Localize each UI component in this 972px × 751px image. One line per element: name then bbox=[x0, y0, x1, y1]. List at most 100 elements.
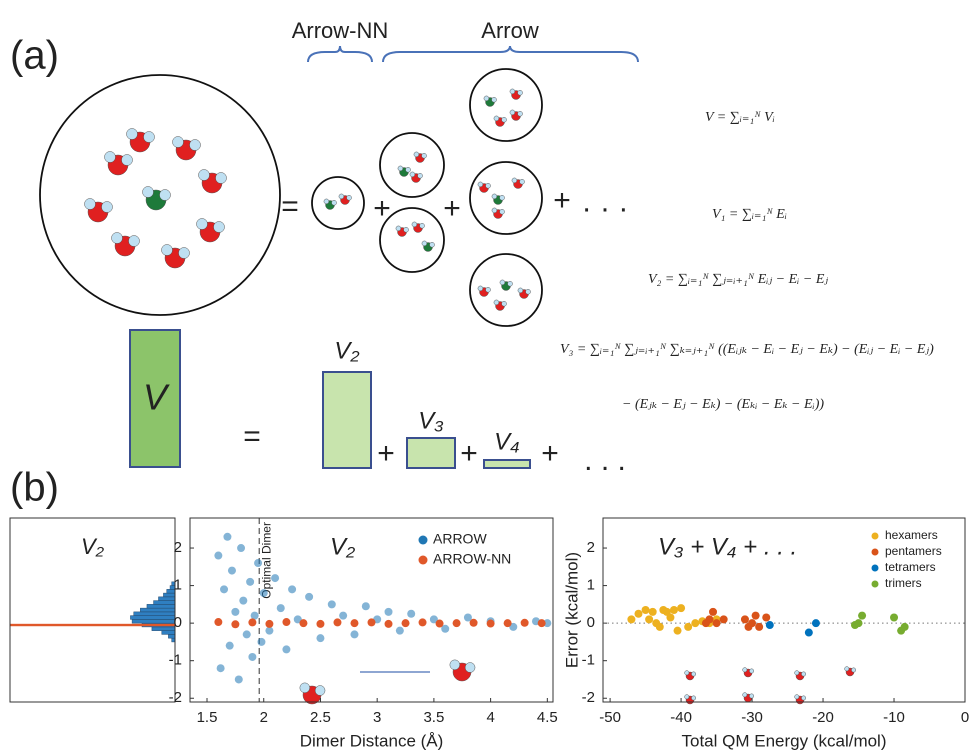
panel-label: (a) bbox=[10, 34, 59, 78]
atom-hydrogen bbox=[801, 695, 807, 701]
bracket bbox=[382, 45, 639, 63]
data-point bbox=[259, 589, 268, 598]
data-point bbox=[250, 611, 259, 620]
x-tick-label: -20 bbox=[812, 709, 834, 726]
data-point bbox=[367, 618, 376, 627]
data-point bbox=[486, 619, 495, 628]
data-point bbox=[288, 585, 297, 594]
x-tick-label: 3 bbox=[373, 709, 381, 726]
atom-hydrogen bbox=[323, 198, 330, 205]
atom-hydrogen bbox=[417, 173, 423, 179]
atom-hydrogen bbox=[189, 139, 201, 151]
atom-hydrogen bbox=[172, 136, 184, 148]
data-point bbox=[395, 626, 404, 635]
x-tick-label: -40 bbox=[670, 709, 692, 726]
bar-label: V bbox=[143, 377, 170, 418]
histogram-bar bbox=[151, 626, 176, 631]
atom-hydrogen bbox=[511, 177, 518, 184]
y-tick-label: -2 bbox=[169, 689, 182, 706]
atom-hydrogen bbox=[519, 179, 525, 185]
data-point bbox=[254, 559, 263, 568]
data-point bbox=[276, 604, 285, 613]
x-axis-label: Dimer Distance (Å) bbox=[300, 731, 444, 750]
equation: V₁ = ∑ᵢ₌₁ᴺ Eᵢ bbox=[712, 207, 787, 222]
data-point bbox=[265, 619, 274, 628]
y-tick-label: 0 bbox=[587, 614, 595, 631]
y-axis-label: Error (kcal/mol) bbox=[562, 552, 581, 668]
cluster-circle bbox=[469, 253, 543, 327]
operator: = bbox=[281, 190, 299, 223]
atom-hydrogen bbox=[411, 221, 418, 228]
atom-hydrogen bbox=[215, 172, 227, 184]
plot-frame bbox=[9, 517, 176, 703]
atom-hydrogen bbox=[749, 693, 755, 699]
operator: · · · bbox=[582, 192, 629, 225]
atom-hydrogen bbox=[299, 682, 310, 693]
atom-hydrogen bbox=[501, 117, 507, 123]
bar-label: V₃ bbox=[418, 407, 444, 434]
atom-hydrogen bbox=[499, 195, 505, 201]
histogram-bar bbox=[140, 607, 176, 613]
x-axis-label: Total QM Energy (kcal/mol) bbox=[682, 731, 887, 750]
atom-hydrogen bbox=[161, 244, 173, 256]
atom-hydrogen bbox=[213, 221, 225, 233]
bar-label: V₂ bbox=[334, 337, 359, 364]
x-tick-label: -50 bbox=[599, 709, 621, 726]
atom-hydrogen bbox=[126, 128, 138, 140]
atom-hydrogen bbox=[101, 201, 113, 213]
bracket-label: Arrow bbox=[481, 18, 539, 43]
atom-hydrogen bbox=[413, 151, 420, 158]
atom-hydrogen bbox=[421, 240, 428, 247]
panel-label: (b) bbox=[10, 466, 59, 510]
atom-hydrogen bbox=[142, 186, 154, 198]
data-point bbox=[858, 611, 867, 620]
data-point bbox=[248, 618, 257, 627]
data-point bbox=[641, 606, 650, 614]
data-point bbox=[666, 613, 675, 622]
y-tick-label: 2 bbox=[587, 539, 595, 556]
atom-hydrogen bbox=[429, 242, 435, 248]
data-point bbox=[333, 618, 342, 627]
data-point bbox=[214, 551, 223, 560]
atom-hydrogen bbox=[449, 659, 460, 670]
y-tick-label: 1 bbox=[587, 577, 595, 594]
energy-bar bbox=[322, 371, 372, 469]
atom-hydrogen bbox=[851, 667, 857, 673]
cluster-circle bbox=[311, 176, 365, 230]
x-tick-label: 2.5 bbox=[310, 709, 331, 726]
atom-hydrogen bbox=[691, 671, 697, 677]
atom-hydrogen bbox=[477, 285, 484, 292]
legend-swatch bbox=[871, 564, 879, 572]
histogram-bar bbox=[168, 634, 176, 639]
atom-hydrogen bbox=[493, 115, 500, 122]
data-point bbox=[220, 585, 229, 594]
x-tick-label: 3.5 bbox=[423, 709, 444, 726]
data-point bbox=[677, 604, 686, 613]
data-point bbox=[765, 621, 774, 630]
atom-hydrogen bbox=[84, 198, 96, 210]
data-point bbox=[216, 664, 225, 673]
cluster-circle bbox=[379, 207, 445, 273]
cluster-circle bbox=[379, 132, 445, 198]
data-point bbox=[537, 619, 546, 628]
data-point bbox=[227, 566, 236, 575]
legend-swatch bbox=[871, 532, 879, 540]
data-point bbox=[339, 611, 348, 620]
atom-hydrogen bbox=[749, 668, 755, 674]
histogram-bar bbox=[158, 596, 176, 601]
operator: + bbox=[460, 437, 478, 470]
data-point bbox=[271, 574, 280, 583]
y-tick-label: -2 bbox=[582, 689, 595, 706]
atom-hydrogen bbox=[397, 165, 404, 172]
atom-hydrogen bbox=[742, 667, 748, 673]
histogram-bar bbox=[133, 611, 176, 616]
histogram-bar bbox=[130, 615, 176, 620]
atom-hydrogen bbox=[121, 154, 133, 166]
atom-hydrogen bbox=[403, 227, 409, 233]
data-point bbox=[231, 607, 240, 616]
data-point bbox=[648, 607, 657, 616]
plot-title: V₂ bbox=[81, 534, 105, 559]
data-point bbox=[248, 652, 257, 661]
data-point bbox=[299, 619, 308, 628]
energy-bar bbox=[406, 437, 456, 469]
